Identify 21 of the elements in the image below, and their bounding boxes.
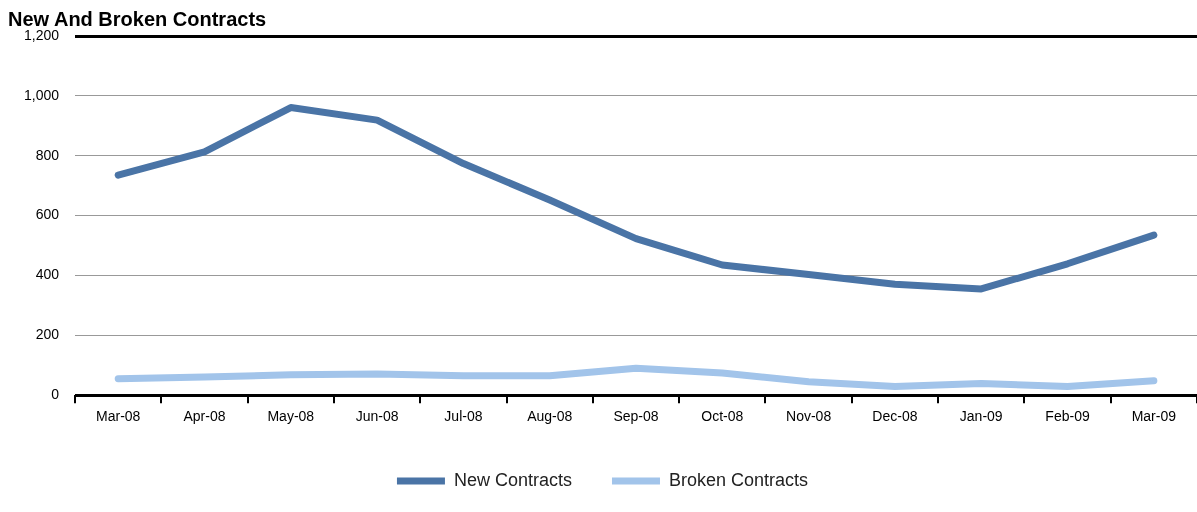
x-tick-label: Apr-08 xyxy=(183,408,226,425)
x-tick-label: Jun-08 xyxy=(355,408,399,425)
y-tick-label: 400 xyxy=(35,266,60,283)
x-tick-label: Sep-08 xyxy=(613,408,659,425)
x-tick-label: Feb-09 xyxy=(1045,408,1090,425)
legend-label: New Contracts xyxy=(453,469,572,490)
x-tick-label: Nov-08 xyxy=(786,408,832,425)
legend-label: Broken Contracts xyxy=(668,469,809,490)
y-tick-label: 600 xyxy=(35,206,60,223)
x-tick-label: Aug-08 xyxy=(527,408,573,425)
y-tick-label: 800 xyxy=(35,146,60,163)
y-tick-label: 0 xyxy=(51,386,60,403)
x-tick-label: Mar-08 xyxy=(96,408,141,425)
x-tick-label: Jan-09 xyxy=(959,408,1003,425)
x-tick-label: Oct-08 xyxy=(701,408,744,425)
y-tick-label: 200 xyxy=(35,326,60,343)
y-tick-label: 1,000 xyxy=(23,86,60,103)
x-tick-label: Jul-08 xyxy=(444,408,483,425)
x-tick-label: May-08 xyxy=(267,408,315,425)
x-tick-label: Mar-09 xyxy=(1131,408,1177,425)
x-tick-label: Dec-08 xyxy=(872,408,918,425)
